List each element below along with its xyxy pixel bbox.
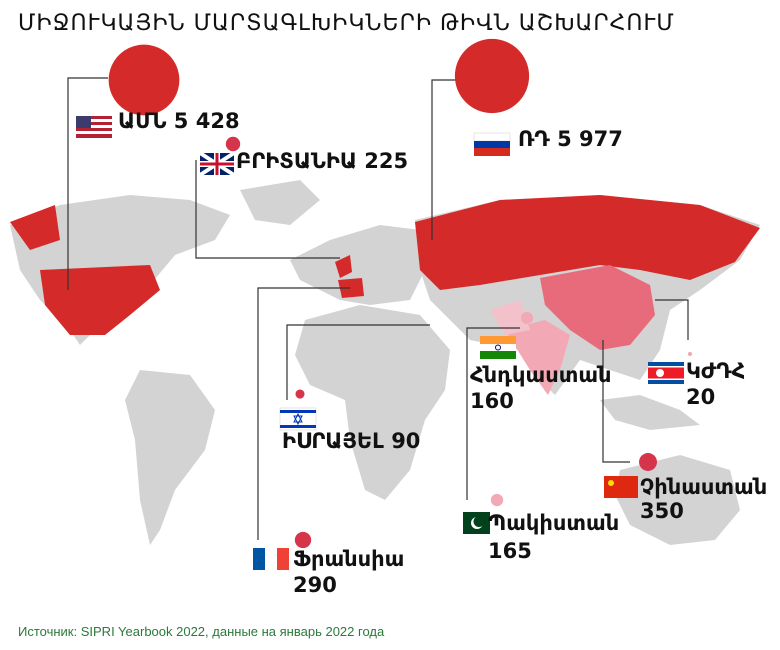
warhead-count: 160 (470, 389, 514, 413)
warhead-bubble (225, 136, 241, 152)
warhead-bubble (639, 453, 657, 471)
warhead-bubble (295, 389, 305, 399)
country-label: ԱՄՆ 5 428 (118, 109, 240, 133)
bubbles (108, 38, 693, 549)
warhead-count: 90 (391, 429, 420, 453)
warhead-count: 5 977 (557, 127, 623, 151)
warhead-bubble (108, 44, 180, 116)
world-map (10, 180, 760, 545)
warhead-bubble (490, 493, 504, 507)
country-name: Ֆրանսիա (293, 547, 404, 571)
country-label: ԻՍՐԱՅԵԼ 90 (282, 429, 420, 453)
warhead-count: 290 (293, 573, 337, 597)
country-name: Հնդկաստան (470, 363, 612, 387)
warhead-bubble (520, 311, 534, 325)
warhead-count: 350 (640, 499, 684, 523)
country-name: ԿԺԴՀ (686, 359, 745, 383)
country-name: Չինաստան (640, 475, 767, 499)
warhead-bubble (454, 38, 530, 114)
flags (76, 116, 684, 570)
warhead-bubble (294, 531, 312, 549)
country-name: ԲՐԻՏԱՆԻԱ (236, 149, 357, 173)
warhead-bubble (687, 351, 693, 357)
warhead-count: 20 (686, 385, 715, 409)
source: Источник: SIPRI Yearbook 2022, данные на… (18, 624, 385, 639)
country-name: ԻՍՐԱՅԵԼ (282, 429, 384, 453)
leader-lines (67, 77, 689, 540)
warhead-count: 165 (488, 539, 532, 563)
country-label: ՌԴ 5 977 (518, 127, 623, 151)
warhead-count: 5 428 (174, 109, 240, 133)
country-name: ՌԴ (518, 127, 550, 151)
country-name: Պակիստան (488, 511, 619, 535)
warhead-count: 225 (364, 149, 408, 173)
country-name: ԱՄՆ (118, 109, 166, 133)
country-label: ԲՐԻՏԱՆԻԱ 225 (236, 149, 408, 173)
title: ՄԻՋՈՒԿԱՅԻՆ ՄԱՐՏԱԳԼԽԻԿՆԵՐԻ ԹԻՎՆ ԱՇԽԱՐՀՈՒՄ (18, 11, 675, 36)
